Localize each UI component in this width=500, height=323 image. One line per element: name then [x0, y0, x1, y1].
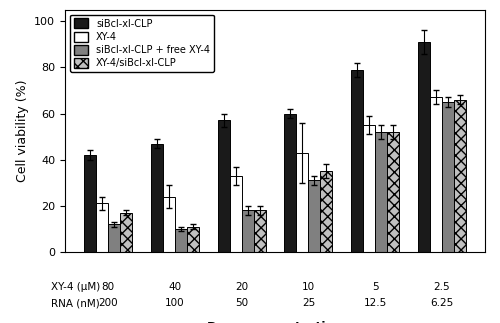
Bar: [430, 97, 442, 252]
Bar: [120, 213, 132, 252]
Bar: [418, 42, 430, 252]
Text: 25: 25: [302, 298, 315, 308]
Bar: [218, 120, 230, 252]
Text: 80: 80: [102, 282, 114, 292]
Text: 5: 5: [372, 282, 378, 292]
Bar: [242, 210, 254, 252]
Bar: [151, 143, 163, 252]
Text: 12.5: 12.5: [364, 298, 387, 308]
Bar: [375, 132, 387, 252]
Legend: siBcl-xl-CLP, XY-4, siBcl-xl-CLP + free XY-4, XY-4/siBcl-xl-CLP: siBcl-xl-CLP, XY-4, siBcl-xl-CLP + free …: [70, 15, 214, 72]
Bar: [363, 125, 375, 252]
Text: 20: 20: [235, 282, 248, 292]
Bar: [84, 155, 96, 252]
Text: 6.25: 6.25: [430, 298, 454, 308]
Bar: [108, 224, 120, 252]
Text: XY-4 (μM): XY-4 (μM): [52, 282, 100, 292]
Bar: [96, 203, 108, 252]
Bar: [230, 176, 241, 252]
Text: 2.5: 2.5: [434, 282, 450, 292]
Text: 50: 50: [235, 298, 248, 308]
Text: 200: 200: [98, 298, 118, 308]
Text: 10: 10: [302, 282, 315, 292]
Bar: [387, 132, 399, 252]
Bar: [454, 100, 466, 252]
Bar: [308, 181, 320, 252]
Text: RNA (nM): RNA (nM): [52, 298, 100, 308]
Bar: [442, 102, 454, 252]
Bar: [163, 197, 175, 252]
Bar: [351, 70, 363, 252]
Bar: [284, 113, 296, 252]
Bar: [296, 153, 308, 252]
Bar: [187, 226, 199, 252]
Text: 40: 40: [168, 282, 181, 292]
Bar: [320, 171, 332, 252]
Bar: [254, 210, 266, 252]
Text: Drug concentration: Drug concentration: [207, 321, 343, 323]
Bar: [175, 229, 187, 252]
Y-axis label: Cell viability (%): Cell viability (%): [16, 79, 28, 182]
Text: 100: 100: [165, 298, 184, 308]
